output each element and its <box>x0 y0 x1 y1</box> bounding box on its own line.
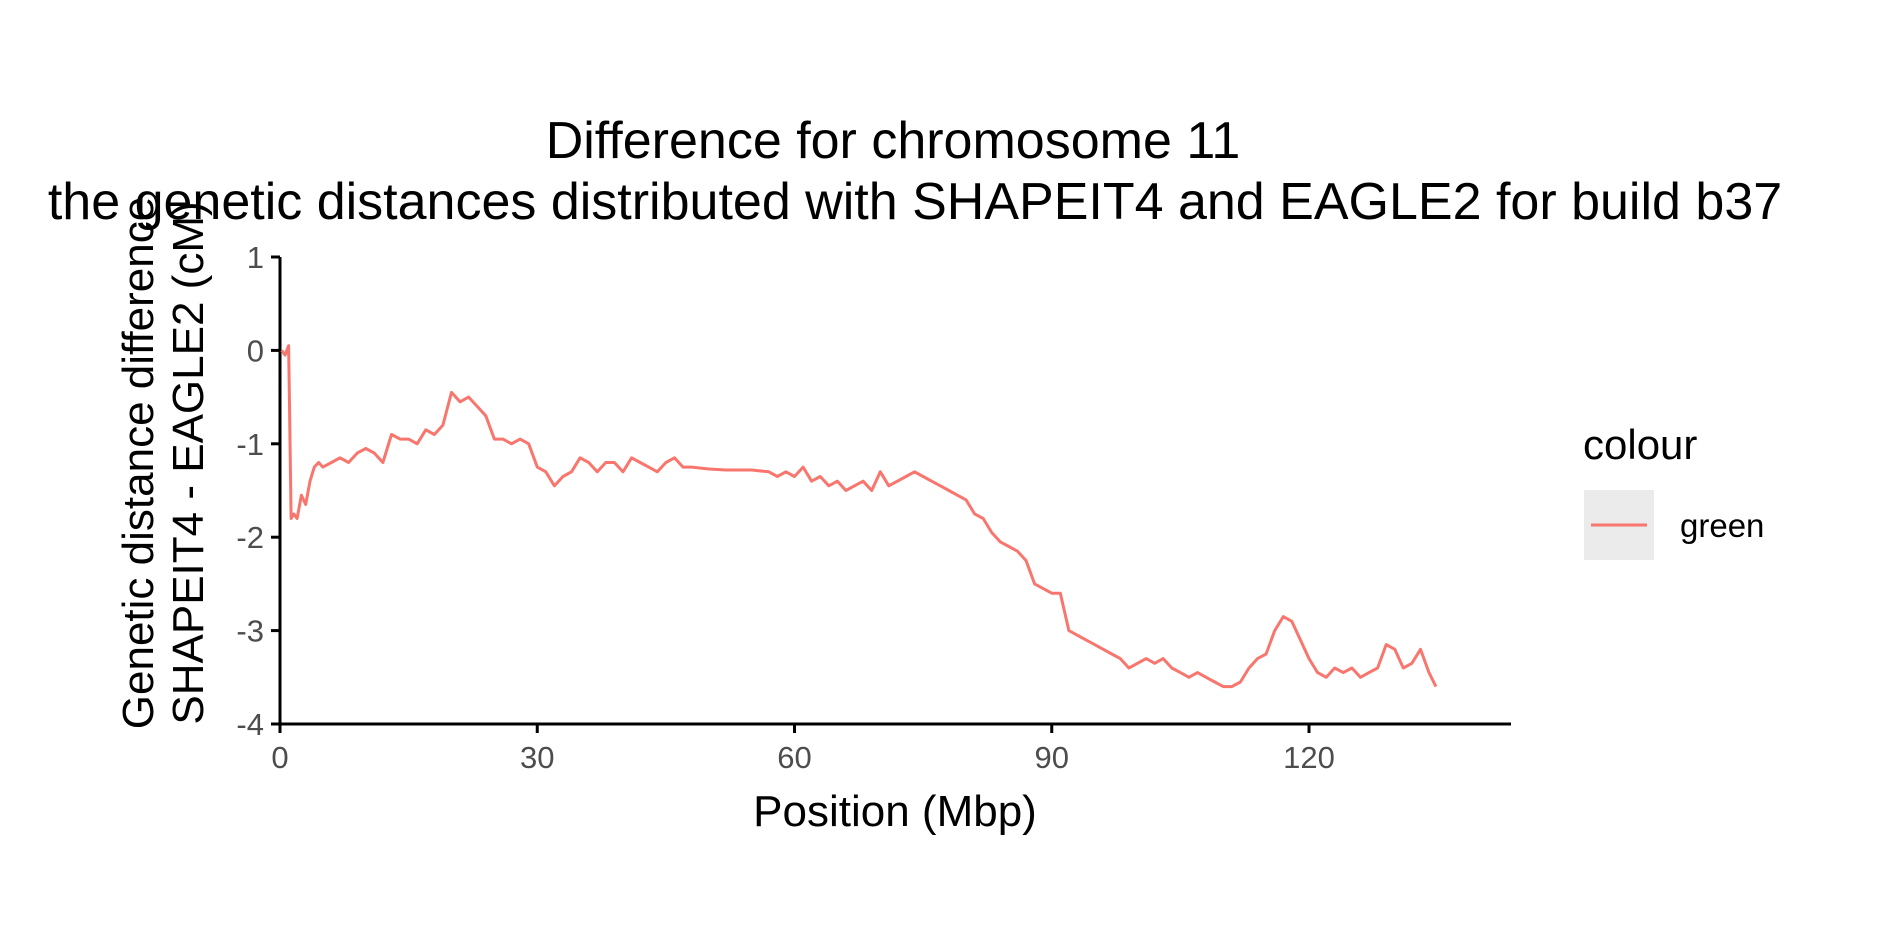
y-tick-label: 1 <box>247 240 264 275</box>
x-tick-label: 120 <box>1283 740 1335 775</box>
x-axis: 0 30 60 90 120 <box>271 724 1335 775</box>
y-tick-label: 0 <box>247 333 264 368</box>
series-line-green <box>280 344 1438 689</box>
y-axis: 1 0 -1 -2 -3 -4 <box>236 240 280 742</box>
chart-subtitle: the genetic distances distributed with S… <box>48 173 1782 231</box>
y-tick-label: -4 <box>236 707 264 742</box>
legend-title: colour <box>1583 421 1697 468</box>
y-tick-label: -1 <box>236 427 264 462</box>
y-tick-label: -3 <box>236 614 264 649</box>
y-axis-title: Genetic distance difference SHAPEIT4 - E… <box>114 197 213 729</box>
x-tick-label: 0 <box>271 740 288 775</box>
y-axis-title-line1: Genetic distance difference <box>114 197 163 729</box>
x-tick-label: 90 <box>1035 740 1069 775</box>
legend: colour green <box>1583 421 1764 560</box>
y-tick-label: -2 <box>236 520 264 555</box>
x-tick-label: 30 <box>520 740 554 775</box>
x-tick-label: 60 <box>777 740 811 775</box>
x-axis-title: Position (Mbp) <box>753 787 1037 836</box>
legend-label-green: green <box>1680 507 1764 544</box>
series-group <box>280 344 1438 689</box>
y-axis-title-line2: SHAPEIT4 - EAGLE2 (cM) <box>164 201 213 724</box>
chart-title: Difference for chromosome 11 <box>546 112 1241 170</box>
